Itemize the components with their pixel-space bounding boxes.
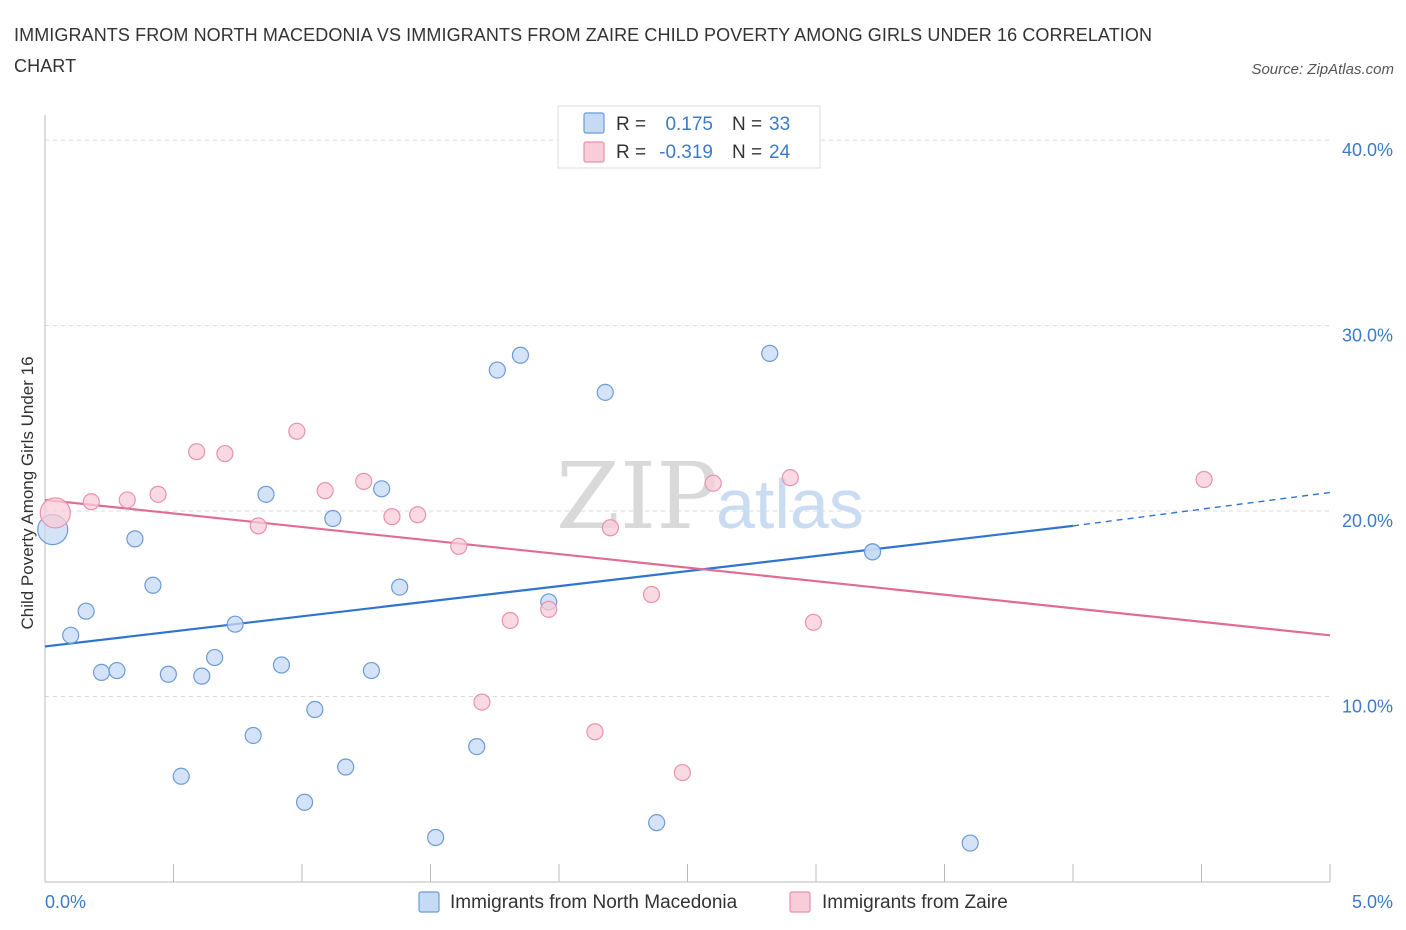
legend-r-value-1: 0.175 [665, 114, 713, 135]
y-tick-label-30: 30.0% [1342, 326, 1393, 346]
point-zaire-13 [473, 693, 491, 711]
point-north-macedonia-24 [488, 361, 506, 379]
point-zaire-16 [586, 723, 604, 741]
point-north-macedonia-12 [244, 726, 262, 745]
point-zaire-1 [82, 493, 100, 511]
point-zaire-12 [450, 537, 468, 555]
point-north-macedonia-4 [108, 661, 126, 680]
watermark-zip: ZIP [556, 443, 718, 550]
legend-r-value-2: -0.319 [659, 142, 713, 163]
bottom-legend-label-north-macedonia: Immigrants from North Macedonia [450, 892, 738, 913]
point-zaire-21 [781, 469, 799, 487]
point-north-macedonia-22 [427, 828, 445, 847]
point-zaire-5 [216, 444, 234, 463]
grid [45, 139, 1330, 698]
legend-swatch-zaire [583, 141, 605, 163]
legend-n-value-1: 33 [769, 114, 790, 135]
point-zaire-18 [642, 585, 661, 604]
bottom-legend-swatch-north-macedonia [418, 891, 440, 913]
point-zaire-11 [409, 506, 427, 524]
point-north-macedonia-29 [761, 344, 779, 362]
point-north-macedonia-17 [324, 509, 342, 528]
point-zaire-22 [804, 613, 823, 631]
point-north-macedonia-20 [373, 480, 391, 498]
legend-n-label-1: N = [732, 114, 762, 135]
point-north-macedonia-9 [193, 667, 211, 685]
point-north-macedonia-15 [295, 793, 314, 811]
point-north-macedonia-27 [596, 383, 614, 401]
point-north-macedonia-18 [337, 758, 355, 776]
point-north-macedonia-3 [92, 663, 111, 682]
point-north-macedonia-21 [391, 578, 409, 596]
point-north-macedonia-32 [961, 834, 979, 852]
point-north-macedonia-5 [126, 530, 144, 548]
point-zaire-3 [149, 485, 167, 503]
point-zaire-7 [288, 422, 306, 440]
bottom-legend-label-zaire: Immigrants from Zaire [822, 892, 1008, 913]
point-zaire-17 [601, 519, 620, 537]
point-north-macedonia-8 [172, 767, 190, 785]
x-tick-label-max: 5.0% [1352, 892, 1393, 912]
point-zaire-9 [355, 472, 373, 490]
point-north-macedonia-11 [226, 615, 244, 633]
chart-title: IMMIGRANTS FROM NORTH MACEDONIA VS IMMIG… [14, 25, 1153, 76]
legend-n-label-2: N = [732, 142, 762, 163]
y-axis-title: Child Poverty Among Girls Under 16 [18, 356, 37, 629]
point-north-macedonia-2 [77, 602, 95, 620]
point-north-macedonia-19 [362, 661, 380, 680]
y-tick-label-20: 20.0% [1342, 511, 1393, 531]
legend-r-label-1: R = [616, 114, 646, 135]
point-north-macedonia-14 [272, 656, 291, 674]
point-north-macedonia-16 [306, 700, 324, 719]
point-zaire-6 [249, 517, 267, 535]
point-north-macedonia-25 [511, 346, 530, 364]
series-legend: Immigrants from North Macedonia Immigran… [418, 891, 1008, 913]
point-north-macedonia-6 [144, 576, 162, 594]
data-points [37, 344, 1213, 852]
bottom-legend-swatch-zaire [789, 891, 811, 913]
x-tick-label-min: 0.0% [45, 892, 86, 912]
point-zaire-10 [383, 508, 401, 526]
point-zaire-20 [704, 474, 722, 492]
legend-swatch-north-macedonia [583, 112, 605, 134]
point-zaire-2 [118, 491, 136, 509]
point-zaire-15 [540, 600, 558, 618]
point-north-macedonia-13 [257, 485, 275, 503]
point-zaire-19 [673, 763, 691, 782]
correlation-legend: R = 0.175 N = 33 R = -0.319 N = 24 [557, 105, 821, 169]
legend-r-label-2: R = [616, 142, 646, 163]
axes: 10.0% 20.0% 30.0% 40.0% [44, 115, 1393, 883]
point-zaire-4 [188, 443, 206, 461]
point-zaire-0 [39, 497, 71, 529]
point-zaire-23 [1195, 470, 1213, 489]
source-credit: Source: ZipAtlas.com [1251, 61, 1394, 78]
legend-n-value-2: 24 [769, 142, 791, 163]
point-north-macedonia-28 [648, 814, 666, 832]
y-tick-label-10: 10.0% [1342, 697, 1393, 717]
trend-line-north-macedonia [44, 524, 1074, 648]
point-north-macedonia-31 [863, 543, 882, 561]
trend-line-extension-north-macedonia [1072, 491, 1331, 527]
point-north-macedonia-7 [159, 665, 177, 683]
point-north-macedonia-1 [62, 626, 80, 644]
point-zaire-14 [501, 611, 519, 630]
point-north-macedonia-10 [206, 648, 224, 667]
point-north-macedonia-23 [468, 738, 486, 756]
point-zaire-8 [316, 482, 334, 500]
y-tick-label-40: 40.0% [1342, 140, 1393, 160]
